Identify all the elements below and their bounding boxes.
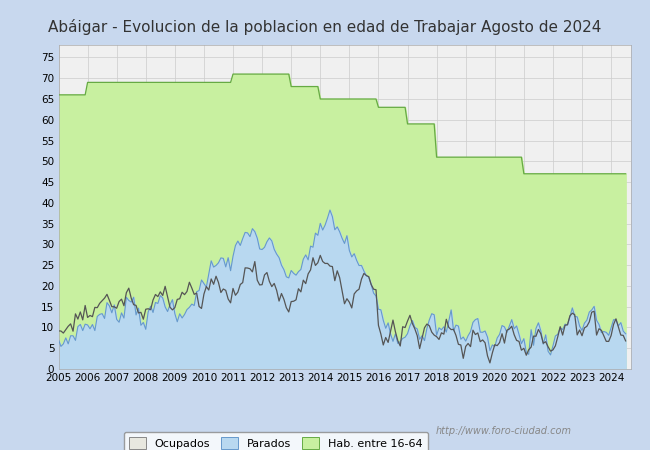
Text: http://www.foro-ciudad.com: http://www.foro-ciudad.com xyxy=(436,427,572,436)
Legend: Ocupados, Parados, Hab. entre 16-64: Ocupados, Parados, Hab. entre 16-64 xyxy=(124,432,428,450)
Text: Abáigar - Evolucion de la poblacion en edad de Trabajar Agosto de 2024: Abáigar - Evolucion de la poblacion en e… xyxy=(48,19,602,35)
